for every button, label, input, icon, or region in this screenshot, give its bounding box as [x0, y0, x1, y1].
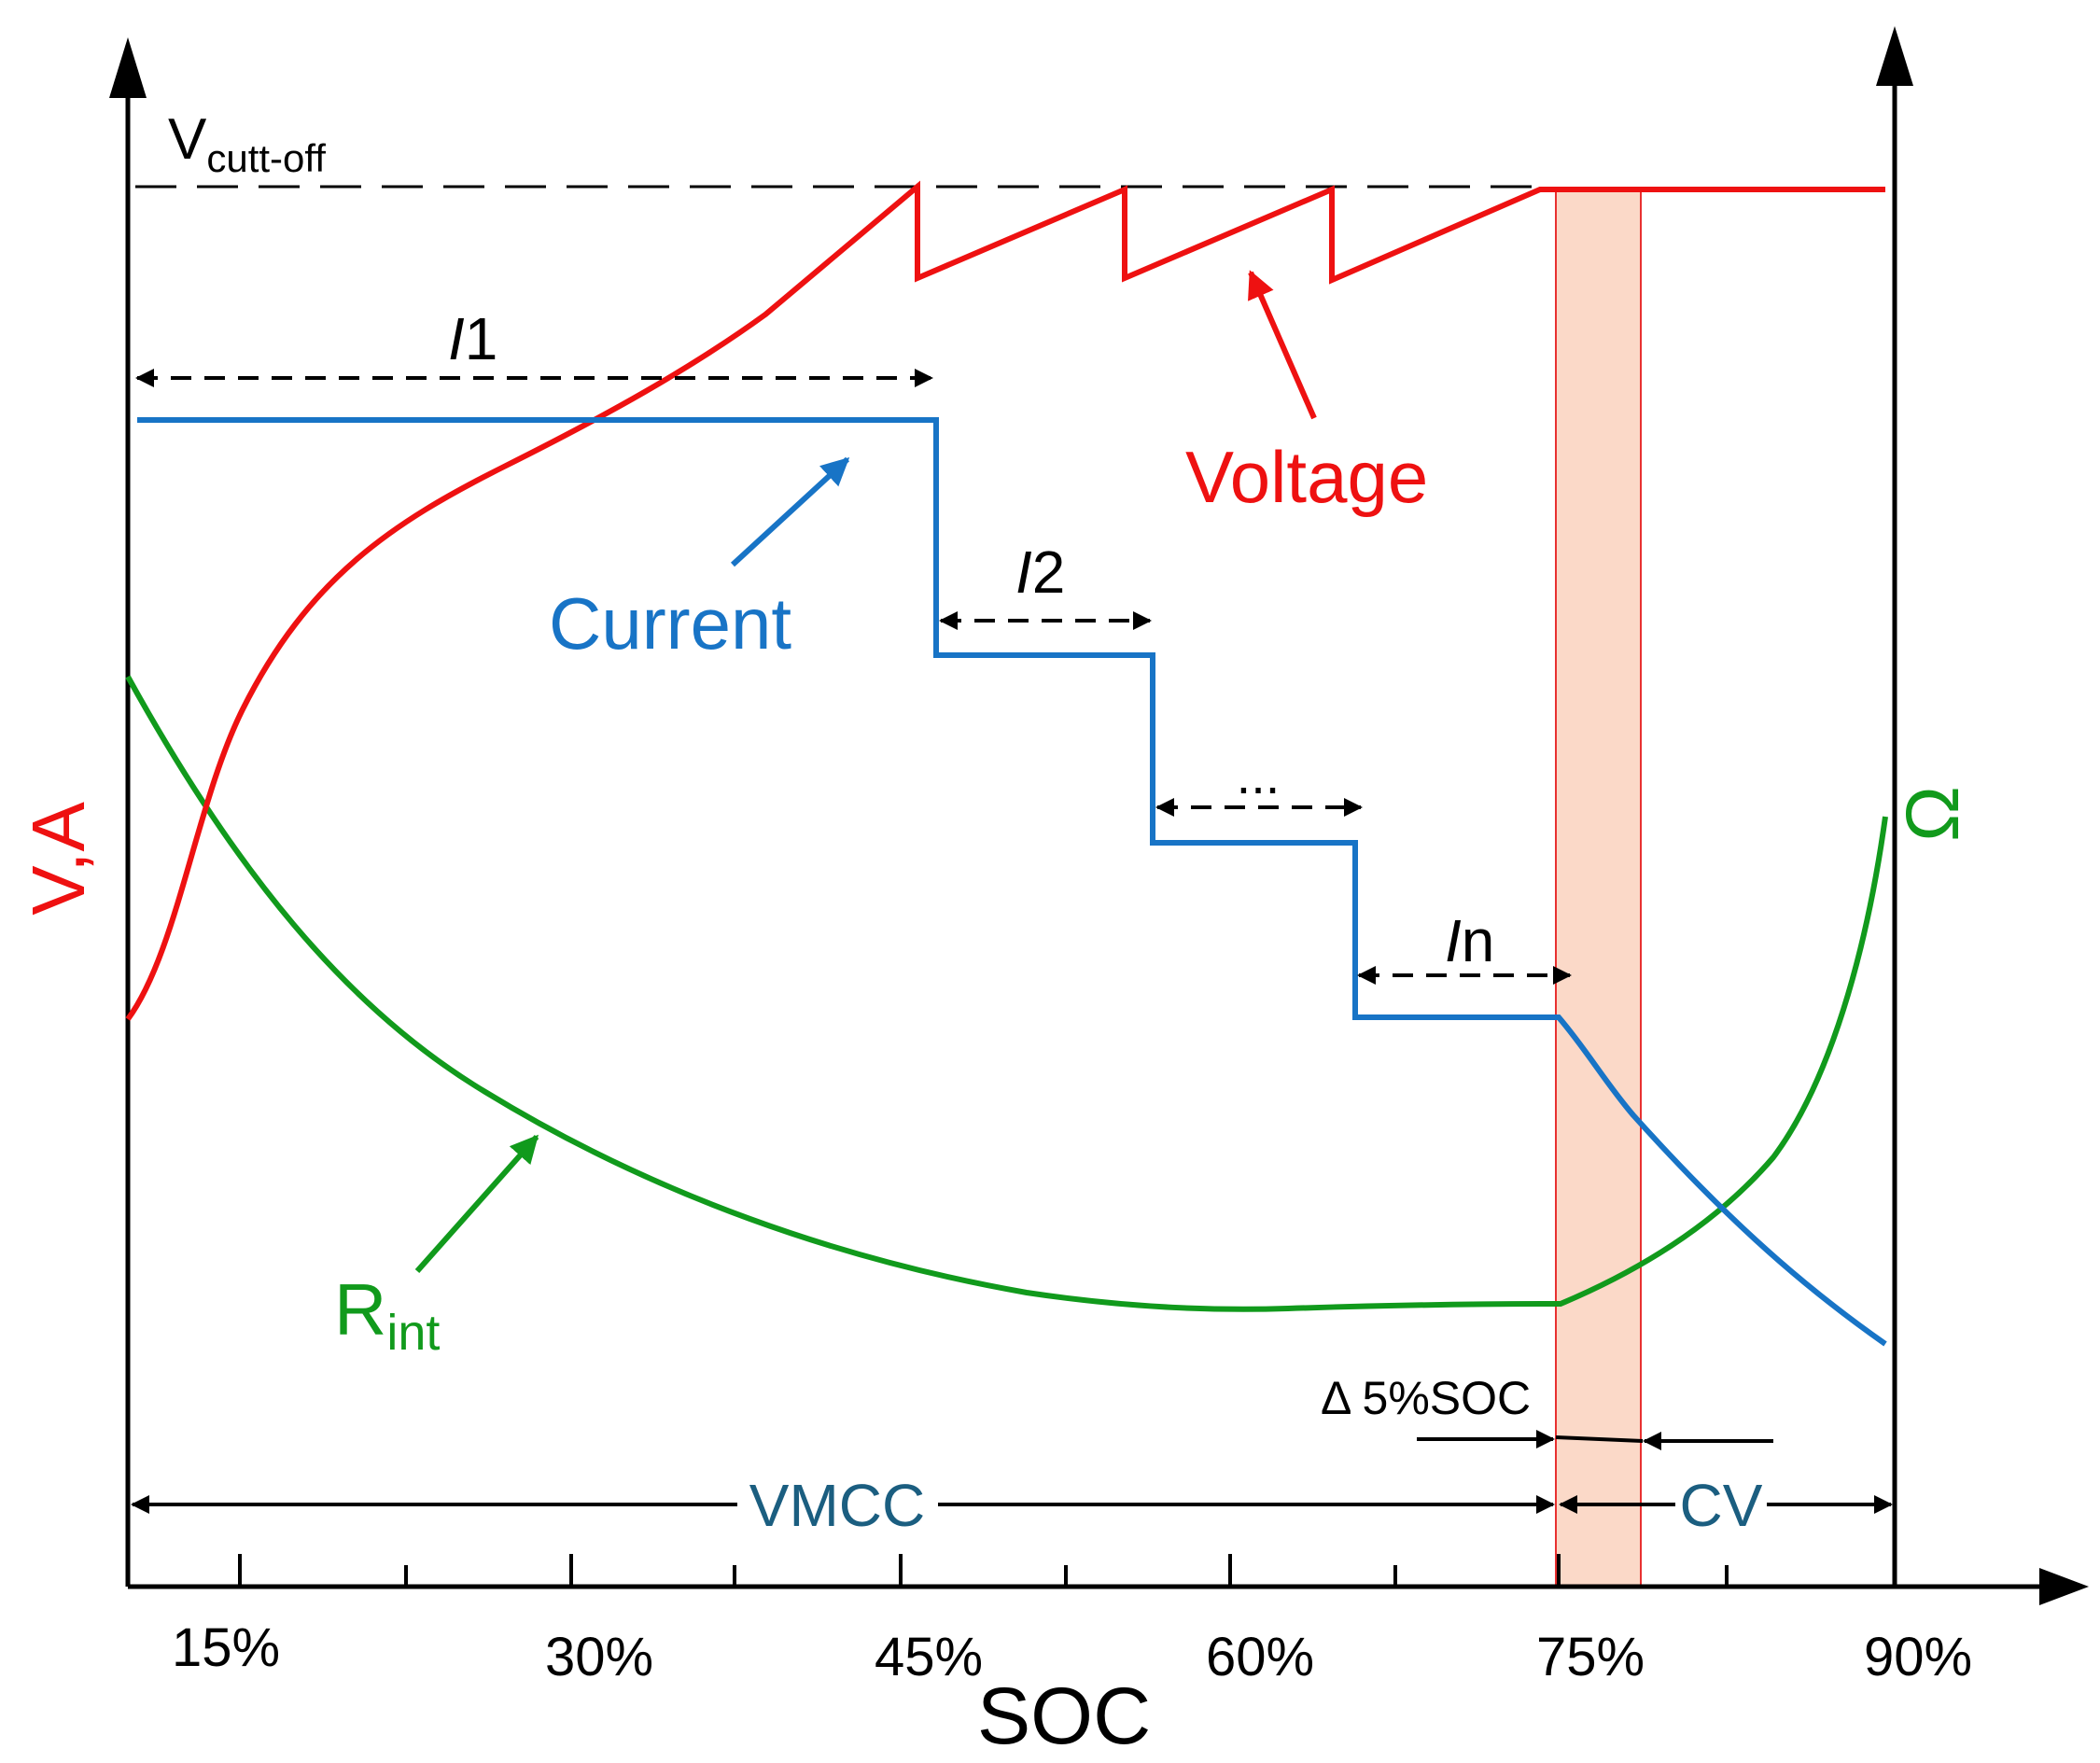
right-y-axis-arrowhead [1876, 26, 1913, 86]
current-callout-arrow [730, 456, 850, 567]
x-axis-arrowhead [2039, 1568, 2089, 1605]
x-tick-label: 90% [1864, 1627, 1972, 1687]
svg-text:V,A: V,A [17, 802, 100, 916]
rint-callout-arrow [414, 1134, 539, 1273]
y-left-axis-title: V,A [17, 802, 100, 916]
delta-span-line [1555, 1435, 1644, 1443]
cv-transition-band [1555, 188, 1642, 1588]
x-axis-title: SOC [977, 1672, 1151, 1761]
vcutoff-label: Vcutt-off [168, 107, 326, 180]
voltage-callout-arrow [1248, 270, 1317, 420]
voltage-curve [125, 180, 1885, 1021]
x-tick-label: 30% [545, 1627, 653, 1687]
ellipsis-label: ... [1237, 746, 1281, 805]
x-tick-label: 45% [875, 1627, 983, 1687]
svg-text:Ω: Ω [1891, 786, 1974, 842]
in-label: In [1445, 907, 1494, 974]
current-curve [137, 417, 1887, 1347]
x-tick-labels: 15% 30% 45% 60% 75% 90% [172, 1617, 1972, 1687]
x-ticks [238, 1554, 1729, 1587]
current-label: Current [549, 582, 791, 665]
x-tick-label: 15% [172, 1617, 280, 1678]
delta-soc-label: Δ 5%SOC [1321, 1372, 1531, 1424]
left-y-axis-arrowhead [109, 37, 147, 98]
x-tick-label: 60% [1206, 1627, 1314, 1687]
rint-label: Rint [334, 1268, 440, 1361]
i1-label: I1 [448, 305, 497, 372]
y-right-axis-title: Ω [1891, 786, 1974, 842]
vmcc-label: VMCC [749, 1472, 925, 1539]
rint-curve [125, 675, 1888, 1312]
cv-label: CV [1680, 1472, 1763, 1539]
voltage-label: Voltage [1185, 436, 1428, 518]
i2-label: I2 [1015, 539, 1065, 606]
x-tick-label: 75% [1536, 1627, 1645, 1687]
